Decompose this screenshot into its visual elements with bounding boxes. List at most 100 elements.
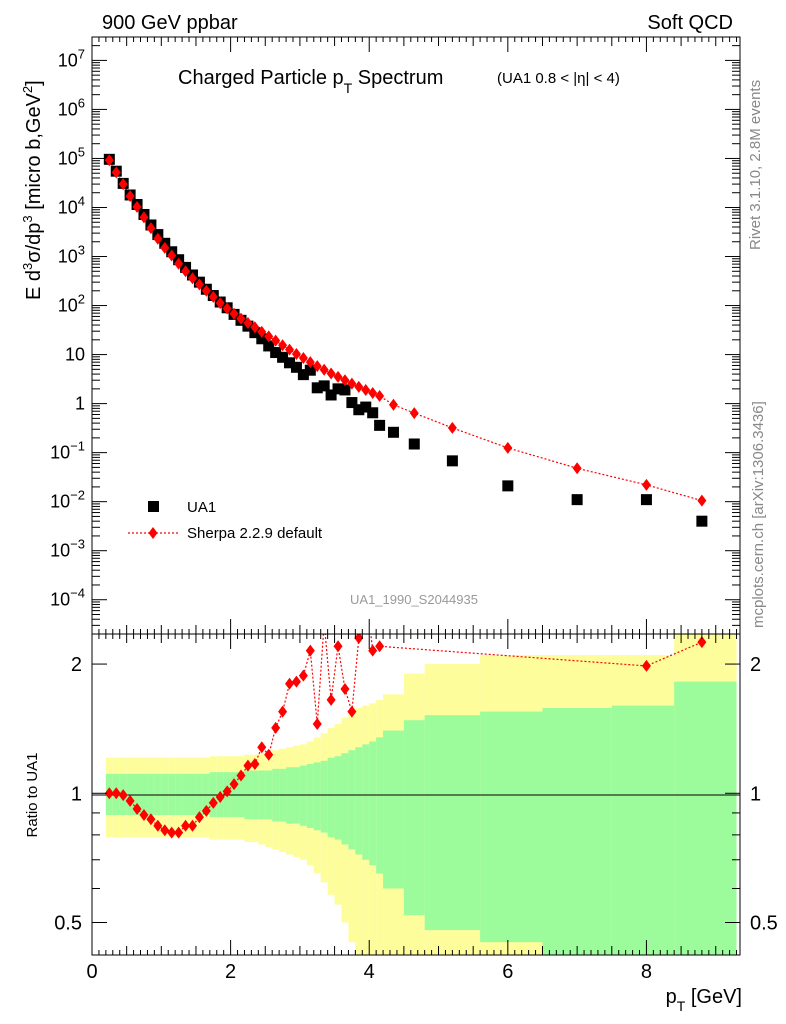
mc-point <box>298 352 308 365</box>
ratio-point <box>167 826 177 839</box>
ratio-y-axis-label: Ratio to UA1 <box>24 752 41 837</box>
x-tick-label: 8 <box>641 961 652 983</box>
data-point <box>311 382 323 394</box>
data-point <box>263 340 275 352</box>
mc-point <box>333 370 343 383</box>
main-y-tick-label: 102 <box>58 292 85 316</box>
ratio-y-tick-label-right: 1 <box>750 783 761 805</box>
analysis-watermark: UA1_1990_S2044935 <box>350 592 478 607</box>
inner-band-segment <box>189 773 196 816</box>
x-tick-label: 2 <box>225 961 236 983</box>
mc-point <box>264 330 274 343</box>
data-point <box>640 494 652 506</box>
data-point <box>290 361 302 373</box>
mc-point <box>132 200 142 213</box>
ratio-point <box>174 826 184 839</box>
header-right: Soft QCD <box>647 12 733 34</box>
mc-series-line <box>108 159 703 502</box>
mc-point <box>368 386 378 399</box>
inner-band-segment <box>306 764 314 829</box>
mc-line <box>108 159 703 502</box>
inner-band-segment <box>327 757 335 838</box>
inner-band-segment <box>320 760 328 833</box>
mc-point <box>319 363 329 376</box>
mc-point <box>243 317 253 330</box>
ratio-frame <box>91 633 741 956</box>
mc-point <box>250 321 260 334</box>
mc-point <box>118 178 128 191</box>
data-point <box>332 383 344 395</box>
ratio-point <box>250 758 260 771</box>
ratio-point <box>641 659 651 672</box>
ratio-point <box>139 809 149 822</box>
x-tick-label: 0 <box>86 961 97 983</box>
inner-band-segment <box>133 773 141 816</box>
inner-band-segment <box>674 681 737 955</box>
main-y-tick-label: 10−1 <box>50 439 85 463</box>
mc-point <box>354 380 364 393</box>
mc-point <box>447 421 457 434</box>
ratio-point <box>278 705 288 718</box>
data-point <box>367 407 379 419</box>
mc-point <box>153 232 163 245</box>
ratio-point <box>236 769 246 782</box>
mc-point <box>229 307 239 320</box>
chart-title: Charged Particle pT Spectrum <box>178 67 443 96</box>
rivet-version-label: Rivet 3.1.10, 2.8M events <box>747 80 764 250</box>
inner-band-segment <box>362 744 370 860</box>
data-point <box>696 515 708 527</box>
ratio-point <box>104 787 114 800</box>
inner-band-segment <box>341 753 349 845</box>
ratio-panel: 0.5 0.5 1 1 2 2 0 2 4 6 8 Ratio to UA1 pT [GeV] <box>24 633 778 1014</box>
data-point <box>304 364 316 376</box>
main-y-tick-label: 104 <box>58 193 85 217</box>
mc-point <box>361 383 371 396</box>
main-frame <box>91 36 741 635</box>
data-point <box>270 347 282 359</box>
ratio-point <box>187 819 197 832</box>
data-point <box>297 369 309 381</box>
legend: UA1 Sherpa 2.2.9 default <box>128 499 323 542</box>
mc-point <box>340 374 350 387</box>
mc-point <box>181 265 191 278</box>
mc-point <box>201 284 211 297</box>
data-point <box>571 494 583 506</box>
inner-band-segment <box>140 773 148 816</box>
data-point <box>318 380 330 392</box>
ratio-point <box>222 785 232 798</box>
mc-point <box>222 302 232 315</box>
ratio-point <box>243 759 253 772</box>
main-y-tick-label: 10−3 <box>50 537 85 561</box>
mc-point <box>326 367 336 380</box>
mc-point <box>146 222 156 235</box>
ratio-y-tick-label-left: 2 <box>71 654 82 676</box>
mc-point <box>572 462 582 475</box>
inner-band-segment <box>175 773 183 816</box>
inner-band-segment <box>403 720 425 916</box>
data-point <box>353 404 365 416</box>
inner-band-segment <box>182 773 190 816</box>
mc-point <box>375 389 385 402</box>
mc-point <box>641 478 651 491</box>
x-tick-label: 4 <box>364 961 375 983</box>
inner-band-segment <box>313 762 321 831</box>
mc-point <box>125 190 135 203</box>
main-y-tick-label: 10−4 <box>50 586 85 610</box>
x-axis-label: pT [GeV] <box>666 986 742 1014</box>
inner-band-segment <box>126 773 134 816</box>
ratio-mc-points <box>104 634 707 839</box>
ratio-y-tick-label-left: 1 <box>71 783 82 805</box>
ratio-point <box>285 677 295 690</box>
ratio-point <box>375 640 385 653</box>
ratio-point <box>201 804 211 817</box>
mc-point <box>285 343 295 356</box>
data-point <box>284 357 296 369</box>
ratio-point <box>697 636 707 649</box>
inner-band-segment <box>202 773 210 816</box>
ratio-y-tick-label-right: 0.5 <box>750 912 778 934</box>
data-point <box>374 419 386 431</box>
main-y-tick-label: 10 <box>65 345 85 365</box>
inner-band-segment <box>154 773 162 816</box>
mc-point <box>215 297 225 310</box>
